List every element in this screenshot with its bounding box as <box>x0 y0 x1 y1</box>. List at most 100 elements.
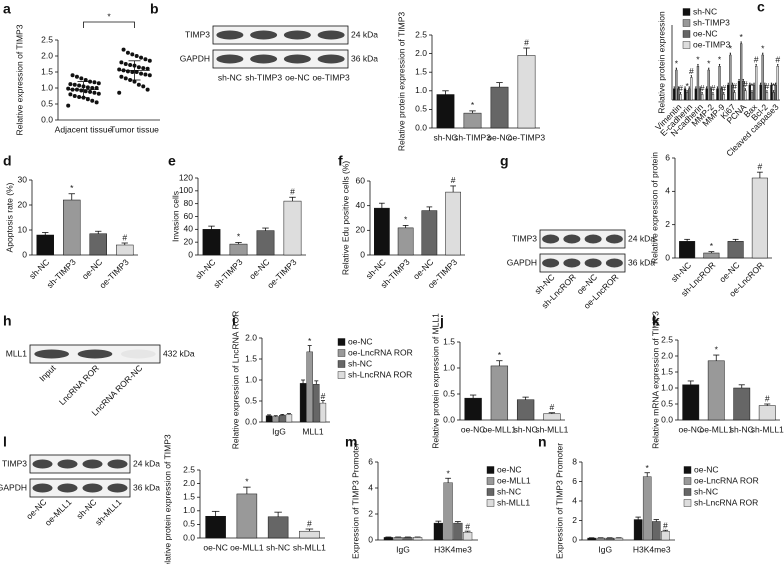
bar <box>433 522 443 541</box>
dot <box>92 80 97 85</box>
legend-swatch <box>486 488 495 496</box>
band <box>82 459 103 469</box>
legend-label: sh-LncRNA ROR <box>348 369 412 379</box>
bar <box>685 92 689 101</box>
y-tick-label: 1.5 <box>183 491 195 501</box>
bar <box>750 92 754 101</box>
significance-mark: # <box>451 175 456 185</box>
x-tick-label: oe-NC <box>203 542 228 552</box>
bar <box>679 241 696 259</box>
panel-letter: h <box>3 313 12 329</box>
significance-mark: * <box>646 463 650 473</box>
band <box>77 349 113 359</box>
dot <box>125 69 130 74</box>
bar <box>716 88 719 101</box>
bar <box>116 244 134 256</box>
legend-label: sh-NC <box>348 358 372 368</box>
legend-label: oe-NC <box>497 464 522 474</box>
y-tick-label: 0.0 <box>41 114 53 124</box>
bar <box>403 537 413 541</box>
dot <box>125 50 130 55</box>
x-tick-label: IgG <box>272 426 286 436</box>
dot <box>123 62 128 66</box>
dot <box>145 66 150 71</box>
legend-swatch <box>683 499 692 507</box>
y-tick-label: 1.0 <box>41 82 53 92</box>
y-tick-label: 30 <box>18 174 28 184</box>
bar <box>675 69 678 101</box>
bar <box>36 234 54 256</box>
legend-label: sh-NC <box>693 6 717 16</box>
dot <box>121 47 126 52</box>
bar <box>279 415 286 423</box>
y-tick-label: 20 <box>18 199 28 209</box>
bar <box>765 92 769 101</box>
bar <box>652 521 661 541</box>
bar <box>701 94 704 101</box>
y-tick-label: 6 <box>572 476 577 486</box>
band-size: 36 kDa <box>133 482 160 492</box>
x-tick-label: Tumor tissue <box>110 124 159 134</box>
bar <box>587 537 596 541</box>
significance-label: * <box>107 11 111 21</box>
dot <box>119 74 124 79</box>
bar <box>729 54 732 101</box>
bar <box>267 516 289 539</box>
y-axis-label: Relative Edu positive cells (%) <box>340 161 350 275</box>
bar <box>313 384 320 423</box>
band <box>216 54 244 64</box>
dot <box>134 54 139 58</box>
band <box>82 483 103 493</box>
legend-label: oe-TIMP3 <box>693 39 731 49</box>
bar <box>744 90 747 101</box>
bar <box>758 405 776 421</box>
legend-swatch <box>683 477 692 485</box>
dot <box>130 52 135 57</box>
bar <box>733 387 751 421</box>
dot <box>88 79 93 84</box>
panel-letter: j <box>439 313 444 329</box>
panel-letter: i <box>232 313 236 329</box>
legend-swatch <box>486 499 495 507</box>
significance-mark: # <box>775 55 780 65</box>
x-tick-label: sh-TIMP3 <box>454 132 491 142</box>
y-tick-label: 1.0 <box>661 382 673 392</box>
dot <box>136 65 141 70</box>
bar <box>463 532 473 541</box>
legend-swatch <box>682 8 691 16</box>
y-tick-label: 60 <box>356 175 366 185</box>
band <box>250 30 278 40</box>
x-tick-label: oe-TIMP3 <box>265 257 299 291</box>
bar <box>299 530 320 539</box>
dot <box>77 83 82 88</box>
dot <box>85 85 90 90</box>
bar <box>707 69 710 101</box>
bar <box>256 230 275 256</box>
band <box>57 459 78 469</box>
significance-mark: # <box>663 521 668 531</box>
y-tick-label: 2 <box>665 219 670 229</box>
y-axis-label: Relative protein expression of TIMP3 <box>396 12 406 151</box>
y-tick-label: 120 <box>179 172 193 182</box>
panel-letter: d <box>3 153 12 169</box>
dot <box>96 81 101 86</box>
bar <box>733 92 736 101</box>
bar <box>711 94 715 101</box>
y-axis-label: Invasion cells <box>170 191 180 242</box>
band <box>605 258 623 268</box>
legend-label: sh-MLL1 <box>497 497 530 507</box>
lane-label: sh-TIMP3 <box>245 72 282 82</box>
significance-mark: # <box>307 518 312 528</box>
dot <box>128 62 133 67</box>
band <box>57 483 78 493</box>
y-tick-label: 0.0 <box>415 122 427 132</box>
y-tick-label: 2.0 <box>661 350 673 360</box>
significance-mark: * <box>739 32 743 42</box>
significance-mark: # <box>754 55 759 65</box>
bar <box>306 351 313 423</box>
y-tick-label: 0 <box>188 249 193 259</box>
bar <box>236 493 258 539</box>
bar <box>517 55 536 129</box>
lane-label: Input <box>37 362 58 383</box>
